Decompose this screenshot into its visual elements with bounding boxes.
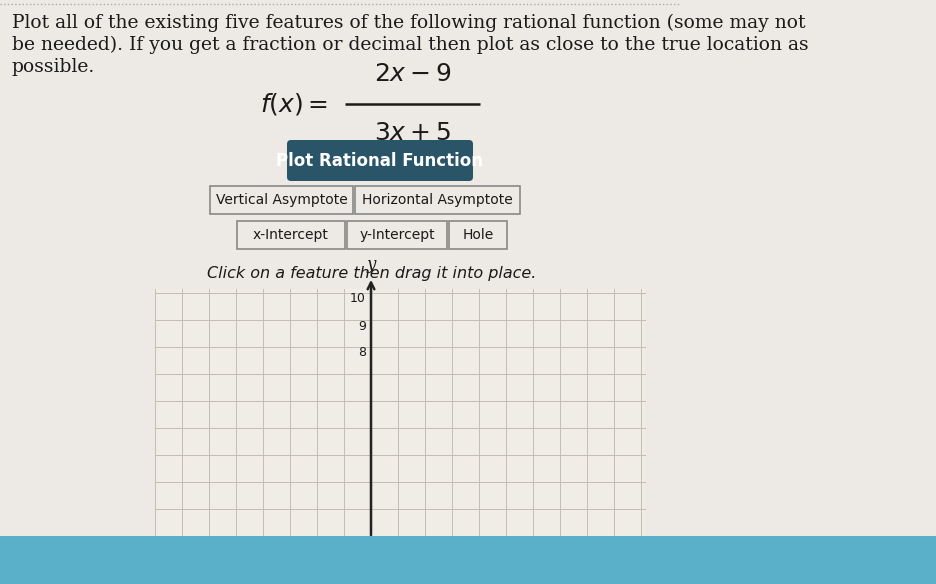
- FancyBboxPatch shape: [287, 140, 473, 181]
- Bar: [237, 221, 345, 249]
- Text: Hole: Hole: [462, 228, 493, 242]
- Text: x-Intercept: x-Intercept: [253, 228, 329, 242]
- Text: 10: 10: [350, 293, 366, 305]
- Text: y: y: [366, 256, 375, 273]
- Bar: [347, 221, 447, 249]
- Text: Horizontal Asymptote: Horizontal Asymptote: [362, 193, 513, 207]
- Text: Vertical Asymptote: Vertical Asymptote: [215, 193, 347, 207]
- Text: 8: 8: [358, 346, 366, 360]
- Text: Plot Rational Function: Plot Rational Function: [276, 151, 484, 169]
- Text: 9: 9: [358, 319, 366, 332]
- Bar: [355, 186, 520, 214]
- Text: y-Intercept: y-Intercept: [359, 228, 435, 242]
- Text: $f(x) =$: $f(x) =$: [260, 91, 329, 117]
- Bar: [449, 221, 507, 249]
- Text: be needed). If you get a fraction or decimal then plot as close to the true loca: be needed). If you get a fraction or dec…: [12, 36, 809, 54]
- Text: Click on a feature then drag it into place.: Click on a feature then drag it into pla…: [207, 266, 536, 281]
- Text: $3x + 5$: $3x + 5$: [374, 122, 451, 145]
- Bar: [155, 289, 645, 536]
- Text: Plot all of the existing five features of the following rational function (some : Plot all of the existing five features o…: [12, 14, 806, 32]
- Bar: [210, 186, 353, 214]
- Bar: [0, 536, 936, 584]
- Text: $2x - 9$: $2x - 9$: [373, 63, 451, 86]
- Text: possible.: possible.: [12, 58, 95, 76]
